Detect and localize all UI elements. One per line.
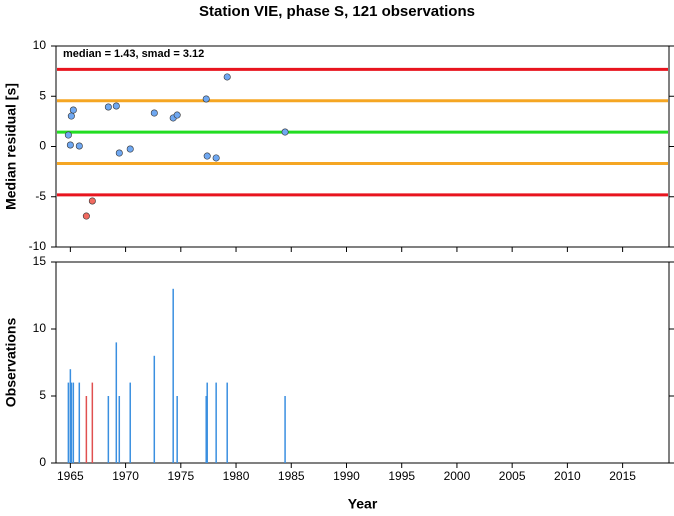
point [212, 154, 220, 162]
bar [215, 382, 217, 463]
y-tick-label: 5 [39, 388, 46, 402]
y-axis-label: Observations [3, 318, 19, 408]
bar [69, 369, 72, 463]
bar [172, 288, 174, 463]
point [223, 73, 231, 81]
y-tick-label: 15 [33, 254, 47, 268]
point [115, 149, 123, 157]
bar [67, 382, 70, 463]
point [203, 152, 211, 160]
x-tick-label: 1980 [223, 469, 250, 483]
bar [91, 382, 94, 463]
point [75, 142, 83, 150]
point [64, 131, 72, 139]
point [202, 95, 210, 103]
bar [176, 396, 178, 463]
bar [72, 382, 75, 463]
point [88, 197, 96, 205]
bar [78, 382, 81, 463]
y-tick-label: 0 [39, 139, 46, 153]
x-tick-label: 1970 [112, 469, 139, 483]
point [112, 102, 120, 110]
y-axis-label: Median residual [s] [3, 83, 19, 210]
point [104, 103, 112, 111]
point [69, 106, 77, 114]
annotation: median = 1.43, smad = 3.12 [63, 48, 204, 60]
bar [205, 396, 207, 463]
bar [284, 396, 286, 463]
bar [70, 382, 73, 463]
point [67, 112, 75, 120]
point [173, 111, 181, 119]
x-tick-label: 2010 [554, 469, 581, 483]
bar [118, 396, 121, 463]
bar [153, 355, 156, 463]
chart-title: Station VIE, phase S, 121 observations [199, 3, 475, 20]
y-tick-label: -5 [35, 189, 46, 203]
point [281, 128, 289, 136]
y-tick-label: 10 [33, 38, 47, 52]
x-tick-label: 1965 [57, 469, 84, 483]
bar [226, 382, 228, 463]
y-tick-label: 5 [39, 88, 46, 102]
x-tick-label: 2000 [444, 469, 471, 483]
bar [107, 396, 110, 463]
plot-frame [55, 261, 670, 464]
x-tick-label: 2015 [609, 469, 636, 483]
x-tick-label: 1975 [167, 469, 194, 483]
y-tick-label: 0 [39, 455, 46, 469]
x-axis-label: Year [348, 496, 378, 511]
x-tick-label: 1985 [278, 469, 305, 483]
bar [206, 382, 208, 463]
point [150, 109, 158, 117]
point [126, 145, 134, 153]
x-tick-label: 2005 [499, 469, 526, 483]
y-tick-label: 10 [33, 321, 47, 335]
point [82, 212, 90, 220]
point [66, 141, 74, 149]
bar [129, 382, 131, 463]
bar [85, 396, 88, 463]
x-tick-label: 1990 [333, 469, 360, 483]
y-tick-label: -10 [29, 239, 47, 253]
x-tick-label: 1995 [388, 469, 415, 483]
bar [115, 342, 118, 463]
plot-frame [55, 45, 670, 248]
